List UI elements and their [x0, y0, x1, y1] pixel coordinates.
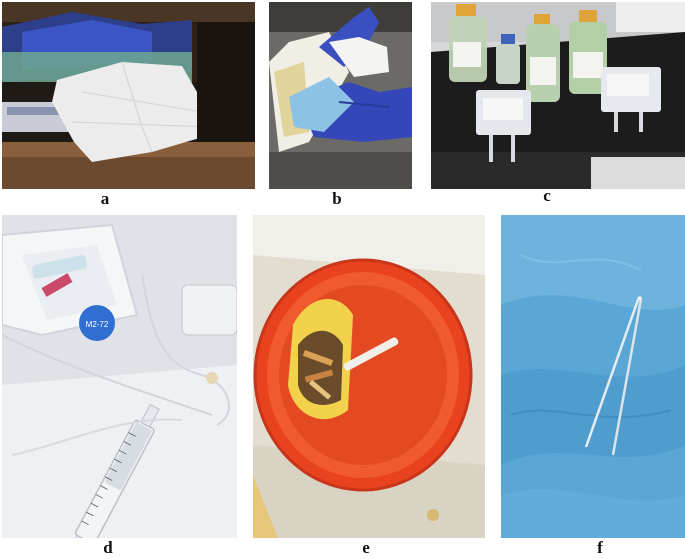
panel-label-a: a — [100, 189, 110, 208]
photo-panel-a — [2, 2, 255, 189]
photo-e-sharps-container — [253, 215, 485, 538]
panel-label-f: f — [597, 538, 603, 557]
photo-d-syringe-tray: M2-72 — [2, 215, 237, 538]
tray-sticker-text: M2-72 — [86, 320, 109, 329]
photo-panel-b — [269, 2, 412, 189]
panel-label-e: e — [362, 538, 370, 557]
photo-panel-d: M2-72 — [2, 215, 237, 538]
panel-label-b: b — [332, 189, 342, 208]
photo-f-tweezers-drape — [501, 215, 685, 538]
panel-label-d: d — [103, 538, 113, 557]
photo-panel-c — [431, 2, 685, 189]
panel-label-c: c — [543, 186, 551, 205]
photo-b-gloves-wiping — [269, 2, 412, 189]
photo-panel-e — [253, 215, 485, 538]
photo-a-drawer-towel — [2, 2, 255, 189]
photo-panel-f — [501, 215, 685, 538]
photo-c-bottles-bags — [431, 2, 685, 189]
